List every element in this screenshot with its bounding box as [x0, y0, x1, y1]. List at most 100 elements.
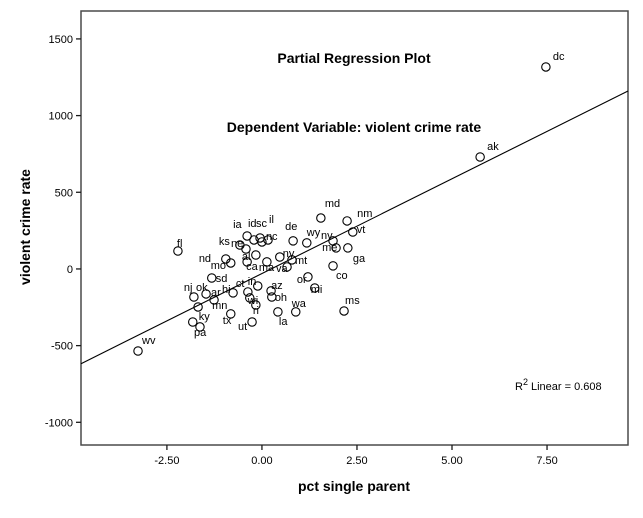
data-point-label-wy: wy: [306, 227, 321, 239]
data-point-wi: [245, 293, 255, 303]
x-axis-title: pct single parent: [298, 478, 410, 494]
data-point-label-dc: dc: [553, 51, 565, 63]
x-tick-label: 7.50: [536, 455, 557, 467]
data-point-mi: [310, 283, 320, 293]
data-point-ma: [262, 257, 272, 267]
data-point-nc: [257, 237, 267, 247]
data-point-ar: [209, 295, 219, 305]
data-point-mt: [287, 255, 297, 265]
data-point-label-nc: nc: [266, 231, 278, 243]
data-point-label-ne: ne: [231, 238, 243, 250]
data-point-label-md: md: [325, 198, 340, 210]
y-tick-label: 1000: [49, 111, 73, 123]
data-point-va: [282, 262, 292, 272]
data-point-label-ca: ca: [246, 261, 259, 273]
data-point-ne: [241, 244, 251, 254]
data-point-label-ok: ok: [196, 282, 208, 294]
data-point-ak: [475, 152, 485, 162]
data-point-nj: [189, 292, 199, 302]
data-point-label-ar: ar: [211, 287, 221, 299]
data-point-label-nj: nj: [184, 282, 193, 294]
data-point-label-mn: mn: [212, 300, 227, 312]
data-point-ky: [188, 317, 198, 327]
data-point-label-il: il: [269, 214, 274, 226]
data-point-ny: [275, 252, 285, 262]
data-point-ms: [339, 306, 349, 316]
data-point-fl: [173, 246, 183, 256]
data-point-label-ms: ms: [345, 295, 360, 307]
data-point-label-mo: mo: [211, 260, 226, 272]
data-point-label-sd: sd: [216, 273, 228, 285]
data-point-ok: [201, 289, 211, 299]
data-point-label-al: al: [242, 251, 251, 263]
data-point-label-mi: mi: [311, 284, 323, 296]
data-point-label-wv: wv: [141, 335, 156, 347]
data-point-label-fl: fl: [177, 238, 183, 250]
data-point-co: [328, 261, 338, 271]
chart-subtitle: Dependent Variable: violent crime rate: [227, 119, 482, 135]
y-tick-label: 1500: [49, 34, 73, 46]
data-point-ut: [247, 317, 257, 327]
data-point-ia: [242, 231, 252, 241]
data-point-or: [303, 272, 313, 282]
y-tick-label: 500: [55, 187, 73, 199]
data-point-label-ny: ny: [283, 248, 295, 260]
plot-frame: [80, 10, 629, 446]
r-squared-annotation: R2 Linear = 0.608: [515, 377, 602, 393]
regression-line: [80, 90, 629, 365]
data-point-label-sc: sc: [256, 218, 268, 230]
data-point-label-ky: ky: [199, 311, 211, 323]
x-tick-label: -2.50: [154, 455, 179, 467]
data-point-al: [251, 250, 261, 260]
data-point-wa: [291, 307, 301, 317]
chart-title: Partial Regression Plot: [277, 50, 431, 66]
data-point-label-de: de: [285, 221, 297, 233]
data-point-me: [331, 243, 341, 253]
data-point-de: [288, 236, 298, 246]
data-point-label-oh: oh: [275, 292, 287, 304]
data-point-label-wi: wi: [247, 295, 258, 307]
data-point-label-pa: pa: [194, 327, 207, 339]
data-point-label-nm: nm: [357, 208, 372, 220]
data-point-nm: [342, 216, 352, 226]
data-point-label-ks: ks: [219, 236, 231, 248]
data-point-ca: [242, 257, 252, 267]
data-point-az: [266, 286, 276, 296]
data-point-label-co: co: [336, 270, 348, 282]
y-axis-title: violent crime rate: [17, 169, 33, 285]
data-point-label-nd: nd: [199, 253, 211, 265]
data-point-mo: [226, 258, 236, 268]
data-point-mn: [193, 302, 203, 312]
data-point-label-tx: tx: [223, 315, 232, 327]
data-point-sd: [207, 273, 217, 283]
x-tick-label: 0.00: [251, 455, 272, 467]
data-point-label-ga: ga: [353, 253, 366, 265]
data-point-in: [253, 281, 263, 291]
data-point-pa: [195, 322, 205, 332]
data-point-label-va: va: [276, 263, 289, 275]
data-point-oh: [267, 292, 277, 302]
x-tick-label: 5.00: [441, 455, 462, 467]
data-point-wv: [133, 346, 143, 356]
data-point-label-wa: wa: [291, 298, 307, 310]
data-point-label-or: or: [297, 274, 307, 286]
data-point-label-ia: ia: [233, 219, 242, 231]
data-point-ga: [343, 243, 353, 253]
data-point-ri: [251, 300, 261, 310]
data-point-label-ak: ak: [487, 141, 499, 153]
data-point-label-hi: hi: [222, 284, 231, 296]
y-tick-label: -500: [51, 341, 73, 353]
data-point-md: [316, 213, 326, 223]
data-point-label-in: in: [248, 276, 257, 288]
data-point-label-mt: mt: [295, 255, 307, 267]
data-point-ct: [243, 287, 253, 297]
data-point-label-me: me: [322, 242, 337, 254]
data-point-la: [273, 307, 283, 317]
data-point-label-la: la: [279, 316, 288, 328]
data-point-vt: [348, 227, 358, 237]
data-point-tx: [226, 309, 236, 319]
data-point-label-ct: ct: [236, 278, 245, 290]
